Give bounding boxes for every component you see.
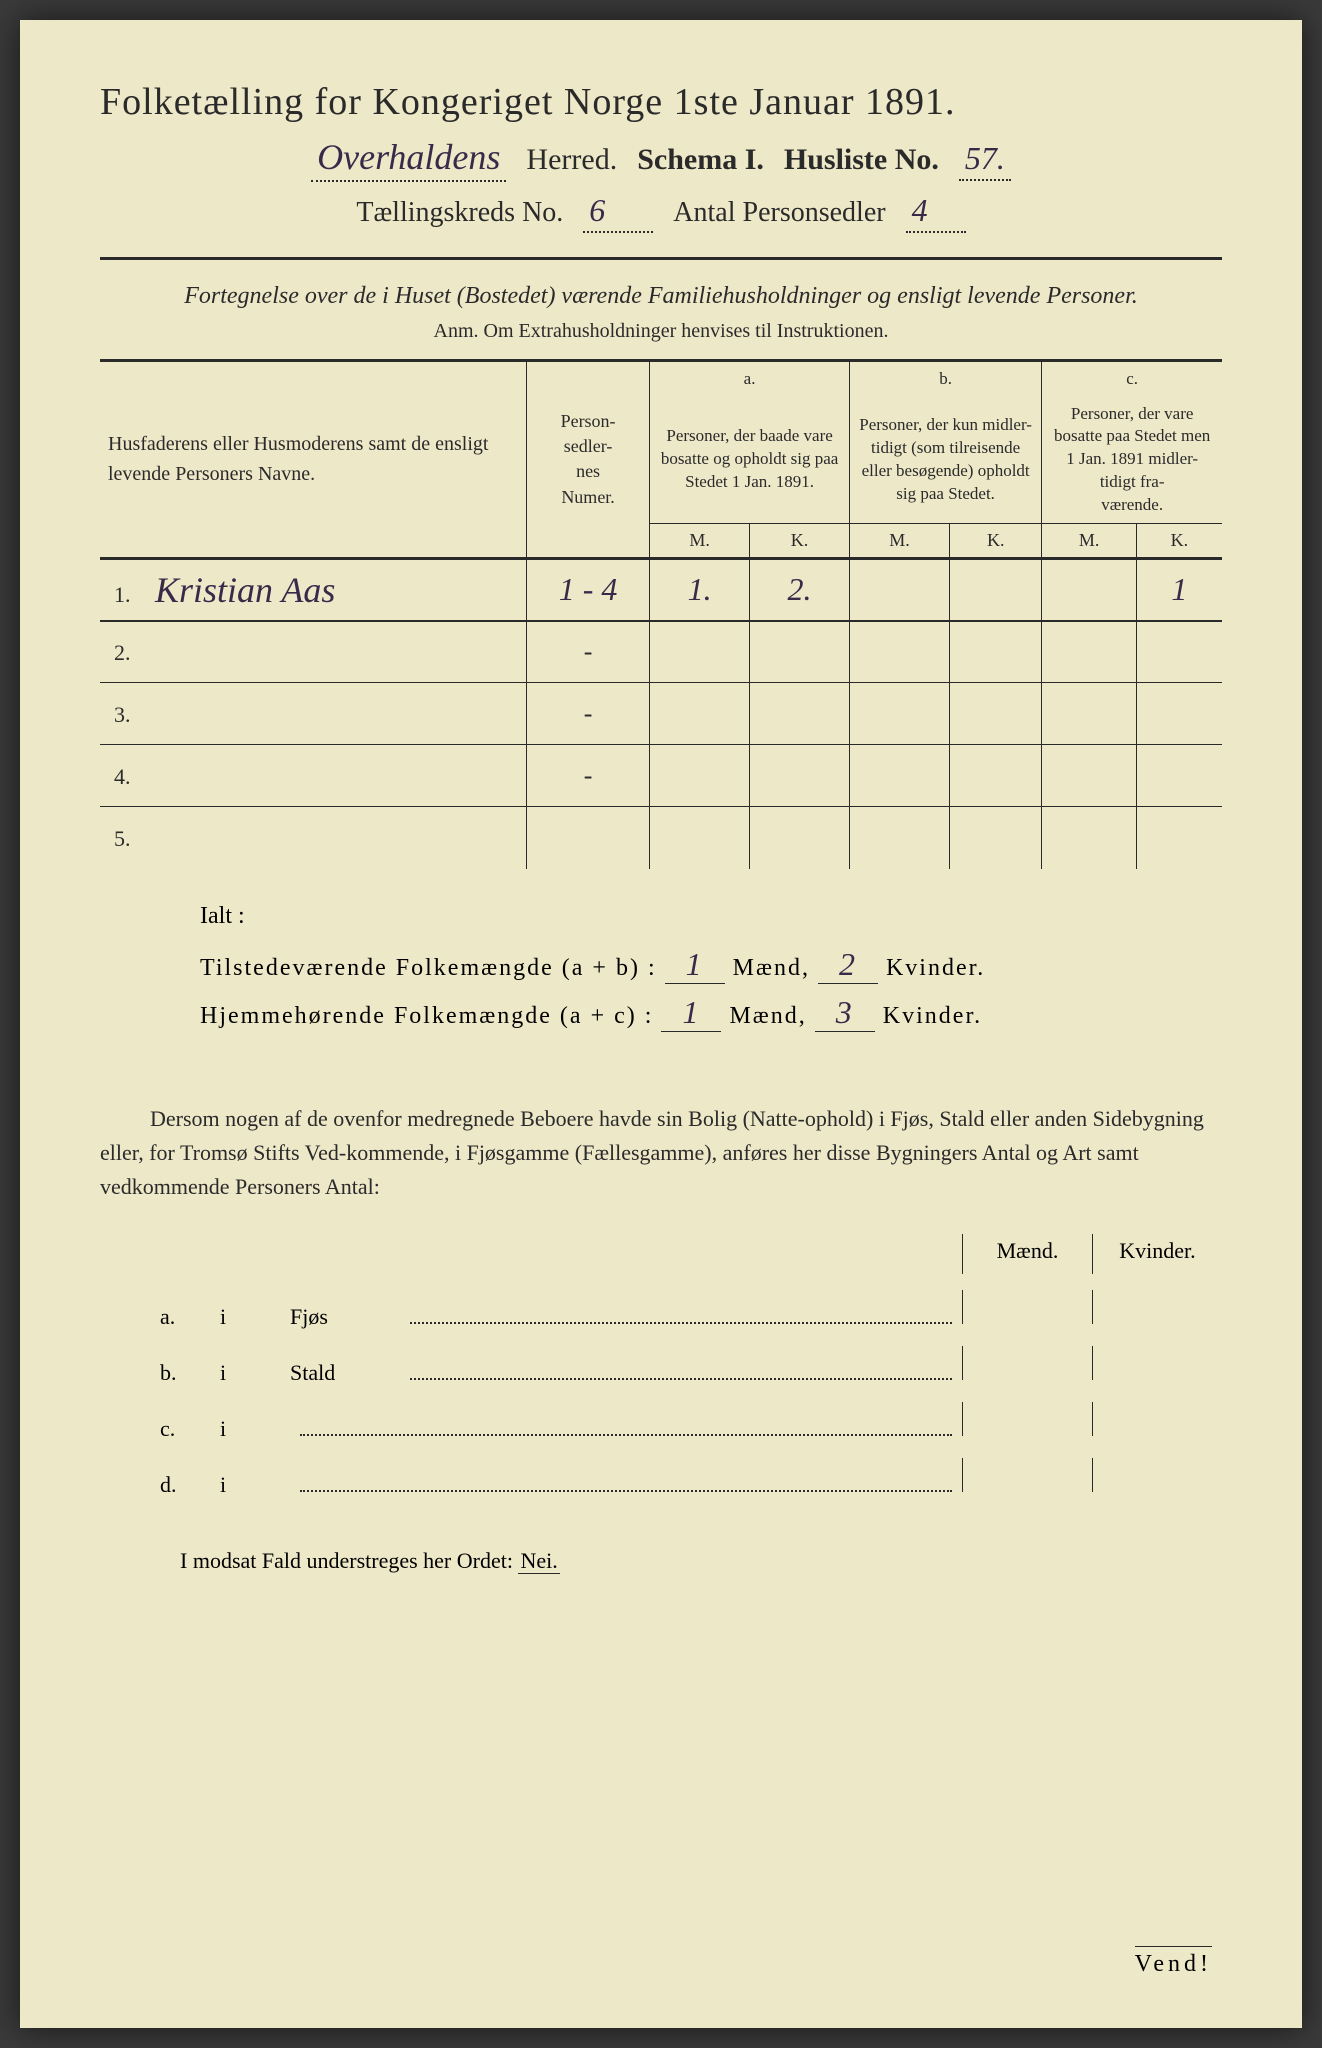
cell-num: - [526,745,649,807]
col-b-m: M. [849,524,949,559]
building-row: b. i Stald [100,1346,1222,1386]
annotation-note: Anm. Om Extrahusholdninger henvises til … [100,320,1222,343]
cell-am: 1. [650,559,750,621]
cell-ak [750,807,850,869]
cell-ck [1136,621,1222,683]
cell-ak [750,683,850,745]
instruction-paragraph: Dersom nogen af de ovenfor medregnede Be… [100,1102,1222,1204]
cell-bk [950,745,1042,807]
census-form-page: Folketælling for Kongeriget Norge 1ste J… [20,20,1302,2028]
col-a-k: K. [750,524,850,559]
cell-cm [1042,745,1137,807]
header-line-2: Overhaldens Herred. Schema I. Husliste N… [100,136,1222,182]
cell-cm [1042,621,1137,683]
cell-ak [750,745,850,807]
col-header-name: Husfaderens eller Husmoderens samt de en… [100,360,526,559]
col-b-k: K. [950,524,1042,559]
cell-bk [950,559,1042,621]
present-m: 1 [665,946,725,984]
herred-label: Herred. [526,143,617,177]
cell-ck: 1 [1136,559,1222,621]
page-title: Folketælling for Kongeriget Norge 1ste J… [100,80,1222,124]
herred-value: Overhaldens [311,136,506,182]
header-line-3: Tællingskreds No. 6 Antal Personsedler 4 [100,192,1222,233]
cell-bm [849,807,949,869]
cell-name: 3. [100,683,526,745]
col-a-m: M. [650,524,750,559]
col-header-b-text: Personer, der kun midler- tidigt (som ti… [849,397,1041,524]
ialt-label: Ialt : [200,903,1222,930]
resident-k: 3 [815,994,875,1032]
cell-num: 1 - 4 [526,559,649,621]
cell-ck [1136,807,1222,869]
subtitle: Fortegnelse over de i Huset (Bostedet) v… [100,280,1222,314]
building-row: d. i [100,1458,1222,1498]
cell-name: 5. [100,807,526,869]
schema-label: Schema I. [637,143,764,177]
husliste-value: 57. [959,140,1011,181]
cell-am [650,807,750,869]
cell-bk [950,683,1042,745]
kreds-value: 6 [583,192,653,233]
kreds-label: Tællingskreds No. [356,197,563,229]
building-col-kvinder: Kvinder. [1092,1234,1222,1274]
cell-bm [849,683,949,745]
cell-cm [1042,683,1137,745]
col-header-b: b. [849,360,1041,396]
cell-bm [849,621,949,683]
sum-line-resident: Hjemmehørende Folkemængde (a + c) : 1 Mæ… [200,994,1222,1032]
building-col-maend: Mænd. [962,1234,1092,1274]
divider [100,257,1222,260]
nei-line: I modsat Fald understreges her Ordet: Ne… [100,1548,1222,1574]
cell-ak: 2. [750,559,850,621]
col-header-a: a. [650,360,850,396]
census-table: Husfaderens eller Husmoderens samt de en… [100,359,1222,869]
table-row: 2. - [100,621,1222,683]
building-row: a. i Fjøs [100,1290,1222,1330]
cell-name: 2. [100,621,526,683]
table-row: 1. Kristian Aas 1 - 4 1. 2. 1 [100,559,1222,621]
cell-bk [950,621,1042,683]
cell-num: - [526,621,649,683]
table-row: 4. - [100,745,1222,807]
totals-block: Ialt : Tilstedeværende Folkemængde (a + … [100,903,1222,1032]
resident-m: 1 [661,994,721,1032]
vend-label: Vend! [1135,1946,1212,1978]
col-header-number: Person- sedler- nes Numer. [526,360,649,559]
col-header-c-text: Personer, der vare bosatte paa Stedet me… [1042,397,1222,524]
table-row: 5. [100,807,1222,869]
cell-am [650,745,750,807]
table-body: 1. Kristian Aas 1 - 4 1. 2. 1 2. - 3. [100,559,1222,869]
nei-word: Nei. [518,1548,559,1574]
cell-am [650,683,750,745]
husliste-label: Husliste No. [784,143,939,177]
cell-ck [1136,683,1222,745]
building-list: Mænd. Kvinder. a. i Fjøs b. i Stald c. i… [100,1234,1222,1498]
col-c-k: K. [1136,524,1222,559]
cell-am [650,621,750,683]
antal-value: 4 [906,192,966,233]
cell-bk [950,807,1042,869]
col-c-m: M. [1042,524,1137,559]
cell-num [526,807,649,869]
table-row: 3. - [100,683,1222,745]
cell-cm [1042,807,1137,869]
antal-label: Antal Personsedler [673,197,885,229]
cell-ck [1136,745,1222,807]
cell-bm [849,559,949,621]
sum-line-present: Tilstedeværende Folkemængde (a + b) : 1 … [200,946,1222,984]
present-k: 2 [818,946,878,984]
col-header-a-text: Personer, der baade vare bosatte og opho… [650,397,850,524]
col-header-c: c. [1042,360,1222,396]
cell-bm [849,745,949,807]
cell-cm [1042,559,1137,621]
cell-name: 1. Kristian Aas [100,559,526,621]
cell-ak [750,621,850,683]
cell-num: - [526,683,649,745]
building-row: c. i [100,1402,1222,1442]
cell-name: 4. [100,745,526,807]
